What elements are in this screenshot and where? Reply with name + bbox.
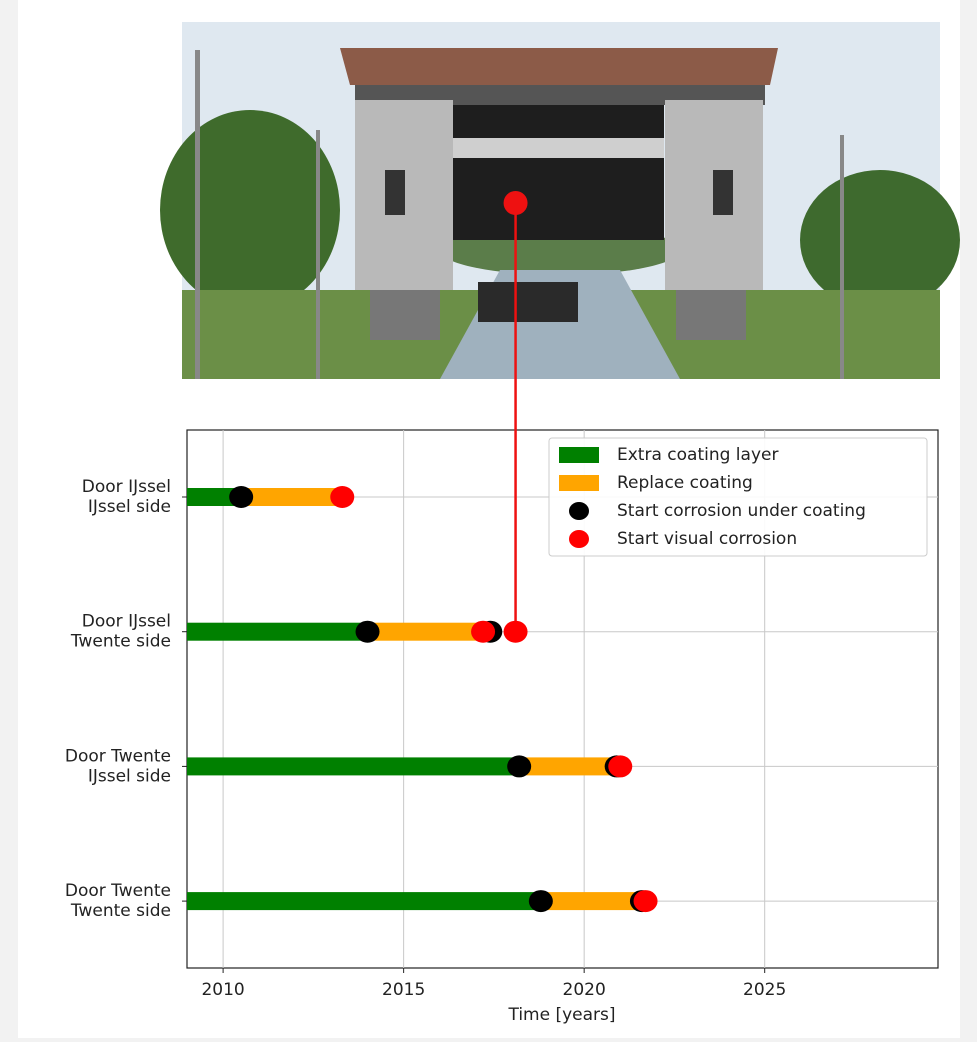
y-tick-label: Door Twente xyxy=(65,746,171,766)
lamp-post xyxy=(316,130,320,379)
bar xyxy=(187,622,368,641)
y-tick-label: Door Twente xyxy=(65,881,171,901)
pier xyxy=(370,290,440,340)
x-tick-label: 2010 xyxy=(201,980,244,1000)
bar xyxy=(241,488,343,506)
x-tick-label: 2020 xyxy=(563,980,606,1000)
legend-swatch xyxy=(559,475,599,491)
legend-swatch xyxy=(559,447,599,463)
legend-swatch xyxy=(569,530,589,548)
gate-rail xyxy=(452,138,664,158)
point xyxy=(503,620,528,643)
y-tick-label: Door IJssel xyxy=(82,612,171,632)
gate xyxy=(452,105,664,240)
legend-box xyxy=(548,437,928,557)
x-axis-label: Time [years] xyxy=(507,1005,615,1025)
lamp-post xyxy=(195,50,200,379)
y-tick-label: Twente side xyxy=(70,632,171,652)
y-tick-label: Door IJssel xyxy=(82,477,171,497)
point xyxy=(608,755,633,778)
beam xyxy=(355,85,765,105)
point xyxy=(507,755,532,778)
connector-dot xyxy=(503,191,528,215)
ship xyxy=(478,282,578,322)
bar xyxy=(519,757,617,776)
lamp-post xyxy=(840,135,844,379)
roof xyxy=(340,48,778,85)
x-tick-label: 2025 xyxy=(743,980,786,1000)
bar xyxy=(187,488,242,506)
bar xyxy=(540,892,642,911)
bar xyxy=(367,622,491,641)
point xyxy=(633,890,658,913)
point xyxy=(355,620,380,643)
window xyxy=(713,170,733,215)
trees xyxy=(800,170,960,310)
legend-label: Start corrosion under coating xyxy=(617,501,866,521)
y-tick-label: IJssel side xyxy=(88,766,171,786)
legend-label: Extra coating layer xyxy=(617,445,778,465)
legend-swatch xyxy=(569,502,589,520)
point xyxy=(330,486,355,508)
y-tick-label: IJssel side xyxy=(88,497,171,517)
y-tick-label: Twente side xyxy=(70,901,171,921)
x-tick-label: 2015 xyxy=(382,980,425,1000)
legend-label: Replace coating xyxy=(617,473,753,493)
bar xyxy=(187,892,541,911)
plot-frame xyxy=(186,429,939,969)
legend-label: Start visual corrosion xyxy=(617,529,797,549)
window xyxy=(385,170,405,215)
trees xyxy=(160,110,340,310)
point xyxy=(471,620,496,643)
point xyxy=(528,890,553,913)
photo xyxy=(160,22,960,379)
pier xyxy=(676,290,746,340)
bar xyxy=(187,757,520,776)
point xyxy=(229,486,254,508)
